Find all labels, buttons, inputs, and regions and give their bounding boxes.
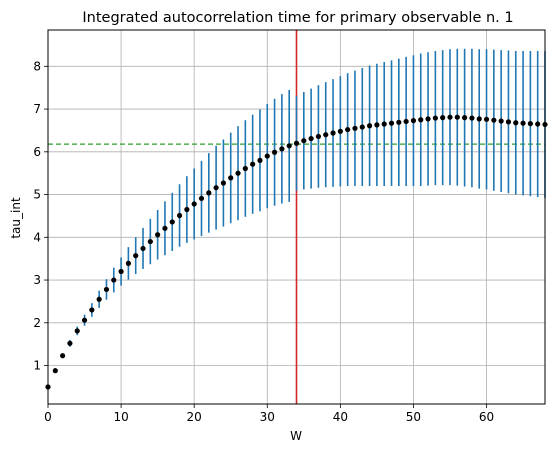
data-point bbox=[74, 328, 80, 334]
data-point bbox=[213, 185, 219, 191]
data-point bbox=[432, 115, 438, 121]
data-point bbox=[198, 195, 205, 202]
data-point bbox=[425, 116, 431, 122]
data-point bbox=[483, 116, 490, 122]
data-point bbox=[476, 116, 482, 122]
data-point bbox=[374, 122, 380, 128]
data-point bbox=[286, 143, 292, 149]
plot-area-frame bbox=[47, 29, 546, 405]
data-point bbox=[206, 190, 212, 196]
x-tick-label: 50 bbox=[406, 410, 421, 424]
data-point bbox=[535, 121, 541, 127]
data-point bbox=[140, 245, 146, 252]
data-point bbox=[103, 286, 110, 293]
data-point bbox=[440, 115, 446, 121]
data-point bbox=[462, 115, 468, 121]
data-point bbox=[264, 153, 270, 159]
x-tick-label: 60 bbox=[479, 410, 494, 424]
data-point bbox=[527, 121, 533, 127]
data-point bbox=[89, 307, 95, 313]
y-tick-label: 2 bbox=[33, 316, 41, 330]
data-point bbox=[491, 117, 497, 123]
data-point bbox=[147, 238, 153, 245]
data-point bbox=[242, 165, 248, 172]
y-axis-label: tau_int bbox=[9, 197, 23, 239]
x-tick-label: 20 bbox=[187, 410, 202, 424]
data-point bbox=[403, 118, 409, 125]
y-tick-label: 7 bbox=[33, 102, 41, 116]
data-point bbox=[235, 170, 241, 176]
y-tick-label: 5 bbox=[33, 188, 41, 202]
y-axis-ticks: 1 2 3 4 5 6 7 8 bbox=[33, 59, 48, 373]
data-point bbox=[454, 114, 460, 120]
data-point bbox=[513, 120, 519, 126]
data-point bbox=[133, 253, 139, 259]
data-point bbox=[220, 180, 227, 186]
data-point bbox=[330, 130, 336, 136]
data-point bbox=[359, 124, 365, 130]
data-point bbox=[271, 149, 278, 155]
data-point bbox=[118, 268, 124, 275]
data-point bbox=[96, 296, 102, 302]
data-point bbox=[337, 128, 343, 134]
y-tick-label: 1 bbox=[33, 359, 41, 373]
data-point bbox=[447, 114, 453, 120]
data-point bbox=[323, 132, 329, 138]
data-point bbox=[396, 119, 402, 125]
y-tick-label: 8 bbox=[33, 59, 41, 73]
x-axis-ticks: 0 10 20 30 40 50 60 bbox=[44, 404, 494, 424]
x-tick-label: 40 bbox=[333, 410, 348, 424]
data-point bbox=[81, 317, 88, 323]
data-point bbox=[169, 219, 175, 225]
data-point bbox=[505, 119, 512, 125]
data-point bbox=[469, 115, 475, 121]
data-point bbox=[315, 133, 322, 140]
data-point bbox=[67, 340, 73, 346]
data-point bbox=[366, 123, 373, 129]
data-point bbox=[176, 212, 183, 219]
data-point bbox=[125, 260, 131, 266]
data-point bbox=[301, 138, 307, 144]
y-tick-label: 6 bbox=[33, 145, 41, 159]
x-tick-label: 10 bbox=[113, 410, 128, 424]
data-point bbox=[293, 140, 300, 146]
data-point bbox=[155, 232, 161, 238]
data-point bbox=[228, 175, 234, 181]
data-point bbox=[184, 206, 190, 213]
data-point bbox=[520, 120, 526, 126]
data-point bbox=[498, 118, 504, 124]
data-point bbox=[162, 225, 168, 231]
data-points bbox=[45, 114, 548, 390]
x-tick-label: 30 bbox=[260, 410, 275, 424]
x-tick-label: 0 bbox=[44, 410, 52, 424]
y-tick-label: 4 bbox=[33, 230, 41, 244]
x-axis-label: W bbox=[290, 429, 302, 443]
data-point bbox=[410, 118, 417, 124]
y-tick-label: 3 bbox=[33, 273, 41, 287]
data-point bbox=[352, 125, 358, 131]
chart-title: Integrated autocorrelation time for prim… bbox=[82, 10, 513, 26]
data-point bbox=[279, 146, 285, 152]
data-point bbox=[111, 277, 117, 283]
data-point bbox=[250, 161, 256, 167]
data-point bbox=[191, 201, 197, 207]
data-point bbox=[52, 368, 58, 374]
data-point bbox=[388, 120, 395, 126]
data-point bbox=[257, 157, 263, 163]
data-point bbox=[308, 135, 314, 142]
data-point bbox=[345, 126, 351, 133]
data-point bbox=[60, 353, 66, 359]
data-point bbox=[418, 117, 424, 123]
data-point bbox=[381, 121, 387, 127]
